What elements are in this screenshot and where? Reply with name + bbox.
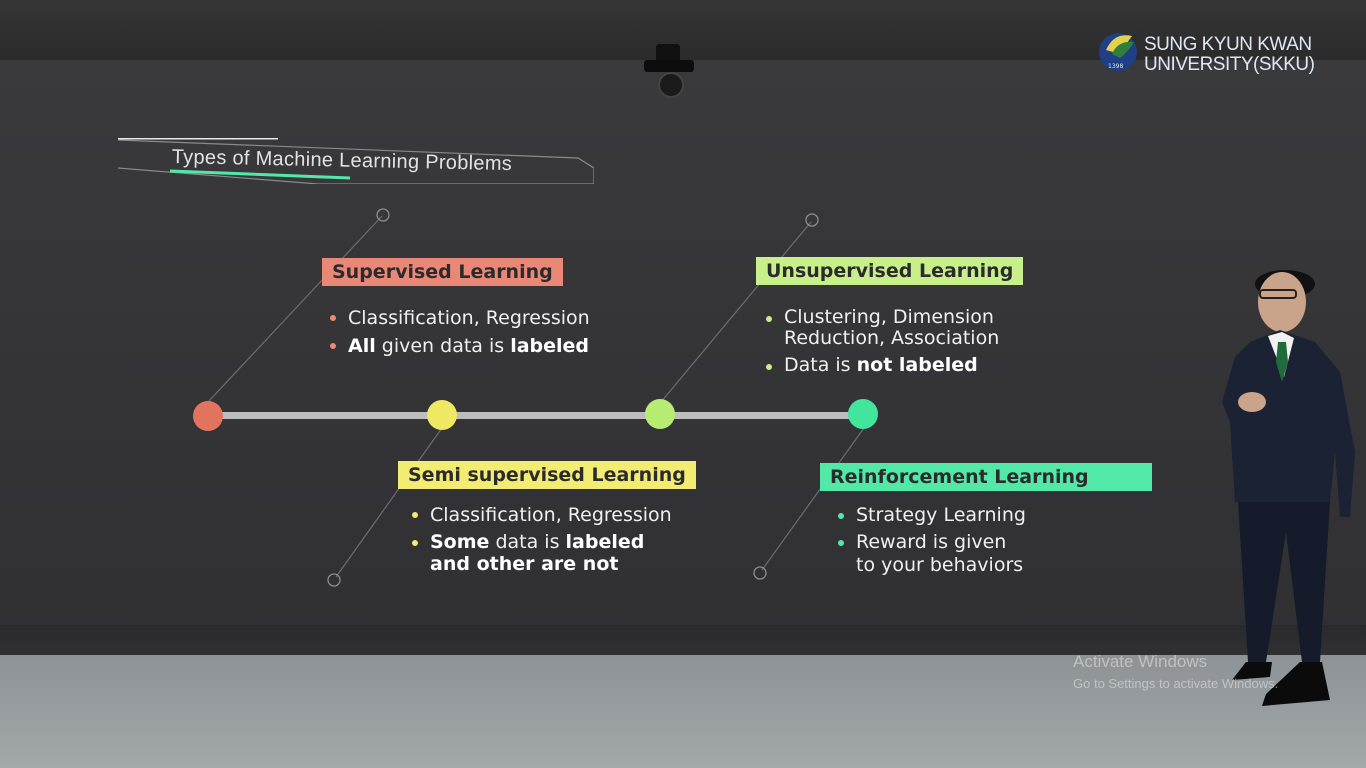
bullet-dot-icon <box>412 512 418 518</box>
ginkgo-leaf-emblem-icon: 1398 <box>1099 33 1137 71</box>
bullet-dot-icon <box>766 364 772 370</box>
unsupervised-connector-end-icon <box>805 213 819 227</box>
list-item: Clustering, Dimension Reduction, Associat… <box>766 307 999 349</box>
logo-year: 1398 <box>1108 63 1123 70</box>
bullet-bold-text: labeled <box>565 531 645 553</box>
bullet-dot-icon <box>412 540 418 546</box>
skku-logo: 1398 SUNG KYUN KWAN UNIVERSITY(SKKU) <box>1096 24 1336 80</box>
camera-lens <box>658 72 684 98</box>
windows-activation-watermark: Activate Windows Go to Settings to activ… <box>1073 652 1278 691</box>
bullet-bold-text: and other are not <box>430 553 619 575</box>
learning-types-timeline <box>193 399 878 431</box>
reinforcement-connector <box>761 427 865 571</box>
bullet-text: given data is <box>375 335 511 357</box>
display-wall <box>0 60 1366 660</box>
presenter-jacket <box>1222 330 1355 517</box>
bullet-text: Reward is given <box>856 531 1007 553</box>
semi-connector-end-icon <box>327 573 341 587</box>
bullet-text: Classification, Regression <box>430 504 672 526</box>
camera-mount <box>656 44 680 64</box>
presenter-tie <box>1276 342 1288 382</box>
presenter-face <box>1258 272 1306 332</box>
bullet-dot-icon <box>330 343 336 349</box>
presenter-hands <box>1238 392 1266 412</box>
logo-line-1: SUNG KYUN KWAN <box>1144 34 1312 55</box>
list-item: Reward is given to your behaviors <box>838 531 1026 577</box>
bullet-bold-text: labeled <box>510 335 590 357</box>
bullet-text: Classification, Regression <box>348 307 590 329</box>
bullet-dot-icon <box>766 316 772 322</box>
bullet-bold-text: Some <box>430 531 490 553</box>
reinforcement-connector-end-icon <box>753 566 767 580</box>
semi-supervised-bullets: Classification, Regression Some data is … <box>412 503 672 579</box>
studio-floor <box>0 655 1366 768</box>
bullet-text: Reduction, Association <box>784 327 1000 349</box>
list-item: All given data is labeled <box>330 334 590 358</box>
list-item: Data is not labeled <box>766 355 999 376</box>
supervised-connector-end-icon <box>376 208 390 222</box>
unsupervised-learning-label: Unsupervised Learning <box>756 257 1024 285</box>
presenter-trousers <box>1238 502 1330 662</box>
bullet-bold-text: not labeled <box>856 354 978 376</box>
camera-body <box>644 60 694 72</box>
watermark-title: Activate Windows <box>1073 652 1208 671</box>
logo-line-2: UNIVERSITY(SKKU) <box>1144 54 1315 75</box>
unsupervised-bullets: Clustering, Dimension Reduction, Associat… <box>766 307 999 380</box>
bullet-text: data is <box>489 531 566 553</box>
bullet-dot-icon <box>838 540 844 546</box>
supervised-learning-label: Supervised Learning <box>322 258 563 286</box>
presenter-left-shoe <box>1232 662 1272 680</box>
presenter <box>1222 270 1355 706</box>
bullet-text: Strategy Learning <box>856 504 1026 526</box>
bullet-text: Data is <box>784 354 857 376</box>
semi-connector <box>335 427 443 578</box>
presenter-right-shoe <box>1262 662 1330 706</box>
supervised-connector <box>207 215 383 403</box>
list-item: Classification, Regression <box>412 503 672 527</box>
title-frame <box>118 138 594 184</box>
timeline-bar <box>208 412 868 419</box>
reinforcement-bullets: Strategy Learning Reward is given to your… <box>838 504 1026 581</box>
bullet-dot-icon <box>838 513 844 519</box>
supervised-node-icon <box>193 401 223 431</box>
semi-supervised-learning-label: Semi supervised Learning <box>398 461 696 489</box>
list-item: Some data is labeled and other are not <box>412 531 672 575</box>
reinforcement-node-icon <box>848 399 878 429</box>
list-item: Classification, Regression <box>330 306 590 330</box>
unsupervised-node-icon <box>645 399 675 429</box>
glasses-icon <box>1259 289 1297 299</box>
bullet-bold-text: All <box>348 335 376 357</box>
unsupervised-connector <box>660 221 812 403</box>
supervised-bullets: Classification, Regression All given dat… <box>330 306 590 362</box>
ceiling-camera <box>644 44 694 99</box>
list-item: Strategy Learning <box>838 504 1026 527</box>
bullet-text: to your behaviors <box>856 554 1024 576</box>
reinforcement-learning-label: Reinforcement Learning <box>820 463 1152 491</box>
bullet-dot-icon <box>330 315 336 321</box>
watermark-subtitle: Go to Settings to activate Windows. <box>1073 676 1279 691</box>
semi-supervised-node-icon <box>427 400 457 430</box>
bullet-text: Clustering, Dimension <box>784 306 994 328</box>
